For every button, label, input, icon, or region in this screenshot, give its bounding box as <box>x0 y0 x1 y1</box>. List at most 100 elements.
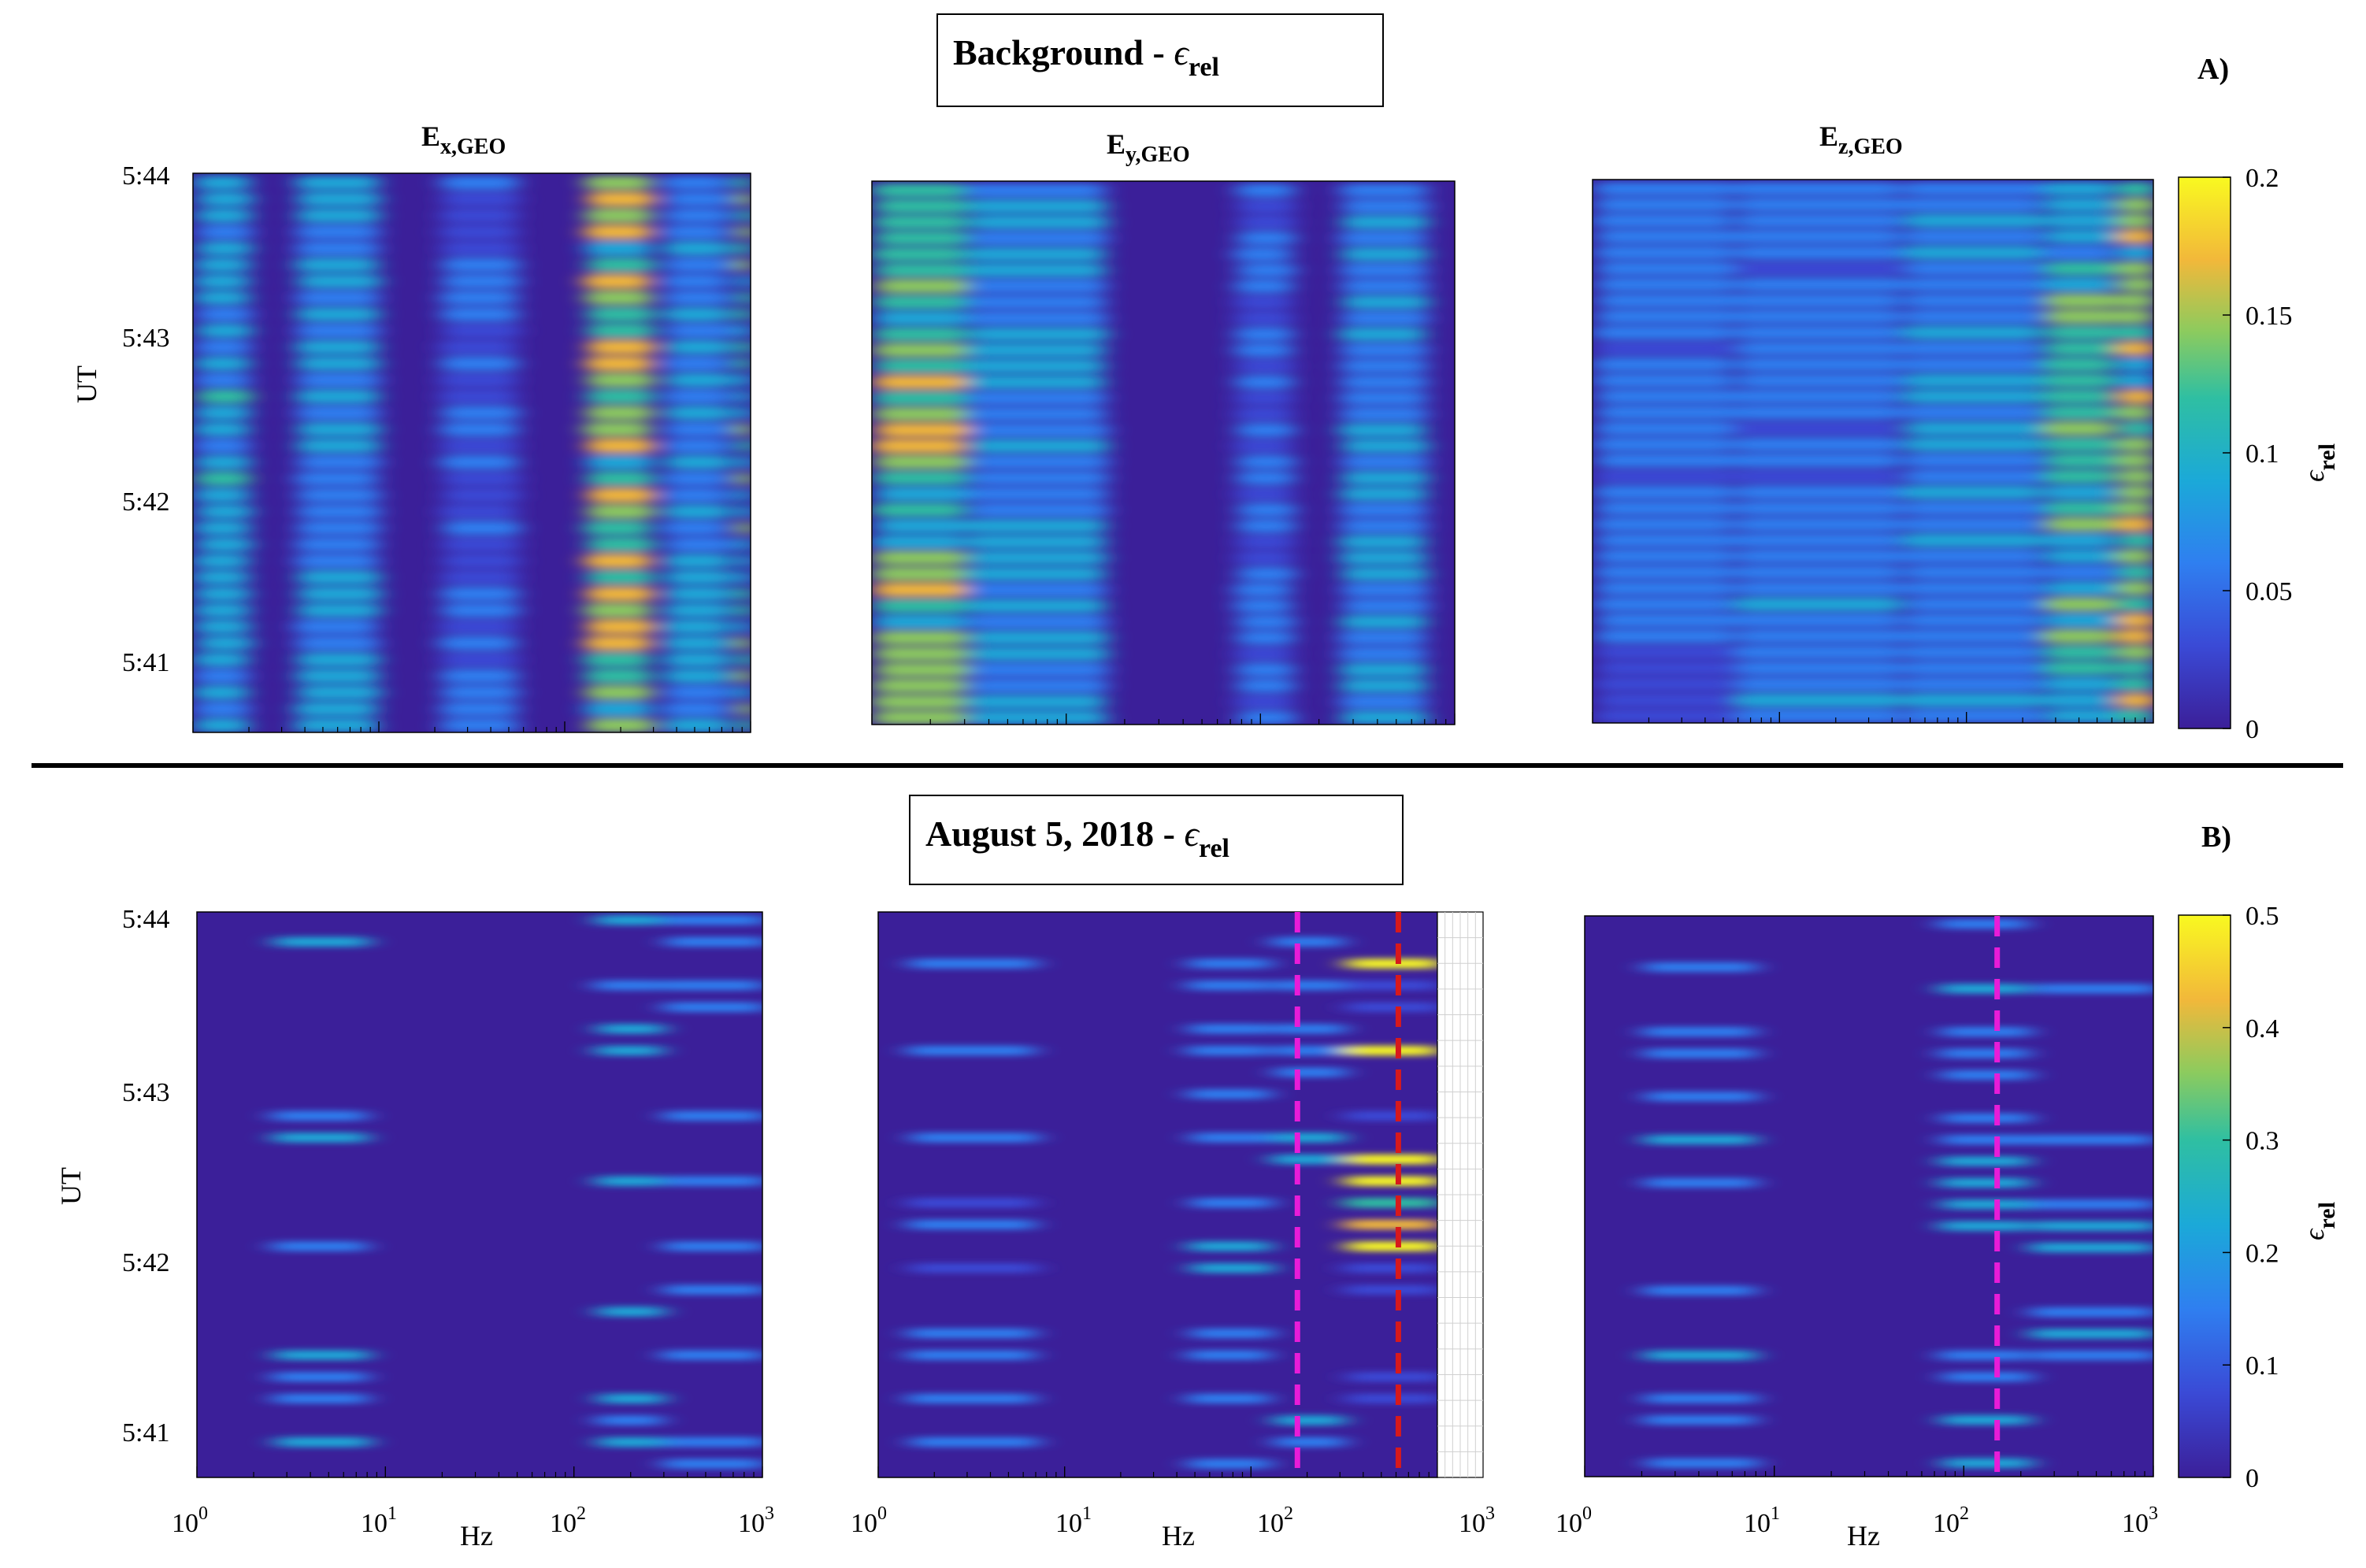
heatmap-cell <box>969 631 1110 645</box>
heatmap-cell <box>1595 629 1736 643</box>
heatmap-cell <box>1593 373 1734 387</box>
heatmap-cell <box>662 915 762 925</box>
heatmap-cell <box>2042 533 2116 547</box>
heatmap-cell <box>296 307 380 321</box>
heatmap-cell <box>438 339 517 354</box>
heatmap-cell <box>1344 980 1437 991</box>
heatmap-cell <box>2117 565 2153 580</box>
heatmap-cell <box>1341 375 1429 389</box>
heatmap-cell <box>587 472 655 486</box>
heatmap-cell <box>1903 517 2044 532</box>
heatmap-cell <box>662 1176 762 1186</box>
heatmap-cell <box>295 224 380 239</box>
heatmap-cell <box>294 472 379 486</box>
heatmap-cell <box>1735 661 1904 676</box>
x-axis-label-p1: Hz <box>460 1520 493 1551</box>
heatmap-cell <box>661 521 729 536</box>
heatmap-cell <box>439 455 518 469</box>
heatmap-cell <box>441 192 520 206</box>
heatmap-cell <box>1902 358 2043 372</box>
heatmap-cell <box>597 1436 666 1448</box>
heatmap-cell <box>441 685 520 700</box>
heatmap-cell <box>1733 389 1901 404</box>
heatmap-cell <box>1340 263 1428 277</box>
heatmap-cell <box>966 407 1106 421</box>
heatmap-cell <box>966 519 1107 533</box>
heatmap-cell <box>1236 631 1295 645</box>
heatmap-cell <box>195 258 250 272</box>
heatmap-cell <box>1737 277 1905 292</box>
heatmap-cell <box>1341 567 1430 581</box>
panel-letter-b: B) <box>2201 821 2231 854</box>
heatmap-cell <box>1937 919 2029 929</box>
heatmap-cell <box>1643 1350 1757 1361</box>
heatmap-cell <box>2041 246 2115 260</box>
heatmap-cell <box>2045 213 2119 228</box>
heatmap-cell <box>1903 182 2044 196</box>
heatmap-cell <box>2045 581 2119 595</box>
heatmap-cell <box>2118 389 2153 404</box>
heatmap-cell <box>1938 1177 2030 1188</box>
colorbar-tick-label: 0.2 <box>2245 164 2279 193</box>
heatmap-cell <box>439 504 518 519</box>
heatmap-cell <box>876 487 970 501</box>
heatmap-cell <box>1645 1458 1760 1469</box>
heatmap-cell <box>660 1350 762 1360</box>
heatmap-cell <box>1344 1198 1437 1208</box>
heatmap-cell <box>2116 597 2153 611</box>
heatmap-cell <box>1593 677 1734 691</box>
heatmap-cell <box>738 718 751 732</box>
heatmap-cell <box>193 554 250 569</box>
heatmap-cell <box>440 587 519 601</box>
x-axis-label-p2: Hz <box>1162 1520 1195 1551</box>
heatmap-cell <box>1642 1134 1757 1145</box>
heatmap-cell <box>2118 421 2153 436</box>
heatmap-cell <box>1733 229 1902 244</box>
heatmap-cell <box>1596 661 1737 676</box>
heatmap-cell <box>588 537 655 552</box>
heatmap-cell <box>2030 1199 2153 1210</box>
heatmap-panel-b1 <box>196 911 763 1478</box>
heatmap-cell <box>2042 421 2116 436</box>
heatmap-cell <box>595 1045 663 1056</box>
heatmap-cell <box>965 343 1106 358</box>
heatmap-cell <box>662 472 730 486</box>
heatmap-cell <box>194 718 250 732</box>
heatmap-cell <box>1188 958 1272 969</box>
heatmap-cell <box>662 1002 762 1013</box>
heatmap-cell <box>295 258 379 272</box>
heatmap-cell <box>874 311 968 325</box>
heatmap-cell <box>441 258 520 272</box>
heatmap-cell <box>1905 421 2046 436</box>
heatmap-cell <box>736 339 751 354</box>
colorbar-b-ticks: 0 0.1 0.2 0.3 0.4 0.5 <box>2223 902 2279 1493</box>
heatmap-cell <box>1733 182 1901 196</box>
heatmap-cell <box>908 958 1037 969</box>
heatmap-cell <box>1339 550 1427 565</box>
heatmap-cell <box>595 1415 663 1425</box>
heatmap-cell <box>966 535 1107 549</box>
heatmap-cell <box>194 521 250 536</box>
heatmap-cell <box>2116 373 2153 387</box>
heatmap-cell <box>1340 391 1428 406</box>
heatmap-cell <box>298 587 382 601</box>
heatmap-cell <box>737 274 751 289</box>
heatmap-cell <box>583 274 651 289</box>
x-tick-p2-1: 100 <box>851 1503 887 1538</box>
heatmap-cell <box>875 359 970 373</box>
heatmap-cell <box>297 422 381 437</box>
heatmap-cell <box>1735 358 1904 372</box>
heatmap-cell <box>2043 198 2117 212</box>
heatmap-cell <box>442 324 521 338</box>
heatmap-cell <box>295 636 380 651</box>
heatmap-cell <box>193 652 249 667</box>
colorbar-a <box>2178 176 2231 729</box>
heatmap-cell <box>662 1284 762 1296</box>
heatmap-cell <box>736 472 751 486</box>
heatmap-cell <box>969 215 1109 229</box>
heatmap-cell <box>294 718 378 732</box>
heatmap-cell <box>872 502 966 517</box>
heatmap-cell <box>195 339 251 354</box>
heatmap-frame <box>192 172 751 733</box>
